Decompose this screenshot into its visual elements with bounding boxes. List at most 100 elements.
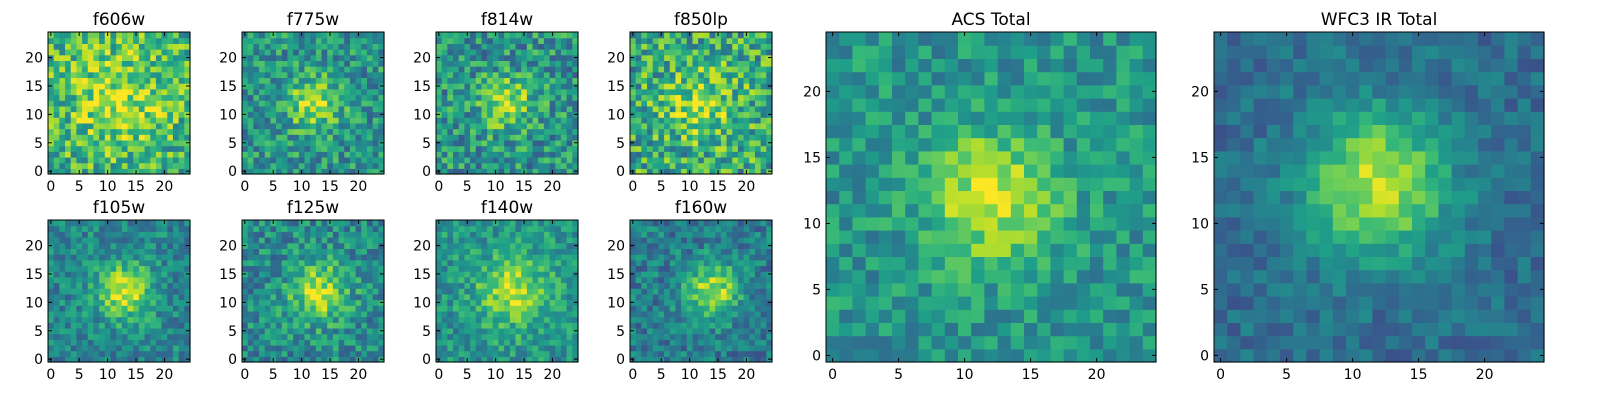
heatmap-cell (560, 254, 568, 261)
heatmap-cell (259, 288, 266, 295)
heatmap-cell (349, 100, 357, 107)
heatmap-cell (355, 37, 362, 44)
y-tick-label: 5 (422, 324, 431, 340)
heatmap-cell (515, 299, 522, 306)
heatmap-cell (65, 254, 72, 261)
heatmap-cell (281, 288, 289, 295)
heatmap-cell (259, 322, 266, 329)
heatmap-cell (715, 60, 722, 67)
heatmap-cell (76, 293, 83, 301)
heatmap-cell (543, 134, 551, 141)
heatmap-cell (144, 145, 151, 152)
heatmap-cell (560, 282, 568, 289)
heatmap-cell (264, 105, 271, 113)
heatmap-cell (338, 327, 345, 335)
heatmap-cell (144, 122, 151, 130)
heatmap-cell (543, 333, 551, 340)
heatmap-cell (287, 231, 294, 238)
heatmap-cell (65, 356, 72, 363)
heatmap-cell (436, 322, 443, 329)
heatmap-cell (161, 162, 168, 169)
heatmap-cell (76, 54, 83, 61)
heatmap-cell (737, 356, 745, 363)
heatmap-cell (366, 225, 374, 232)
heatmap-cell (521, 254, 528, 261)
heatmap-cell (184, 220, 191, 227)
heatmap-cell (378, 276, 385, 284)
heatmap-cell (681, 66, 688, 73)
heatmap-cell (116, 231, 123, 238)
heatmap-cell (133, 333, 140, 340)
heatmap-cell (344, 105, 351, 113)
heatmap-cell (538, 111, 545, 118)
heatmap-cell (144, 248, 151, 255)
heatmap-cell (276, 168, 283, 175)
heatmap-cell (492, 327, 500, 335)
heatmap-cell (664, 32, 671, 39)
heatmap-cell (481, 276, 488, 284)
heatmap-cell (48, 237, 55, 244)
heatmap-cell (664, 37, 671, 44)
heatmap-cell (635, 145, 642, 152)
heatmap-cell (59, 242, 66, 249)
heatmap-cell (155, 156, 163, 164)
heatmap-cell (560, 94, 568, 101)
heatmap-cell (65, 128, 72, 135)
heatmap-cell (355, 237, 362, 244)
heatmap-cell (247, 162, 254, 169)
heatmap-cell (327, 265, 334, 272)
heatmap-cell (65, 83, 72, 90)
heatmap-cell (498, 145, 505, 152)
heatmap-cell (441, 122, 448, 130)
heatmap-cell (458, 122, 465, 130)
heatmap-cell (110, 356, 117, 363)
heatmap-cell (178, 105, 185, 113)
heatmap-cell (675, 168, 682, 175)
heatmap-cell (470, 151, 477, 158)
heatmap-cell (99, 168, 106, 175)
heatmap-cell (754, 117, 762, 124)
heatmap-cell (521, 139, 528, 147)
heatmap-cell (681, 77, 688, 84)
heatmap-cell (681, 162, 688, 169)
heatmap-cell (70, 54, 77, 61)
heatmap-cell (766, 32, 773, 39)
heatmap-cell (281, 344, 289, 352)
heatmap-cell (441, 299, 448, 306)
heatmap-cell (715, 305, 722, 312)
heatmap-cell (253, 259, 260, 267)
heatmap-cell (321, 94, 328, 101)
heatmap-cell (104, 54, 112, 61)
heatmap-cell (310, 220, 317, 227)
heatmap-cell (532, 139, 539, 147)
heatmap-cell (658, 139, 665, 147)
heatmap-cell (515, 156, 522, 164)
heatmap-cell (259, 94, 266, 101)
heatmap-cell (155, 37, 163, 44)
heatmap-cell (737, 316, 745, 323)
heatmap-cell (766, 122, 773, 130)
heatmap-cell (481, 128, 488, 135)
heatmap-cell (715, 316, 722, 323)
heatmap-cell (453, 242, 460, 249)
heatmap-cell (184, 37, 191, 44)
heatmap-cell (675, 32, 682, 39)
heatmap-cell (259, 220, 266, 227)
heatmap-cell (726, 117, 733, 124)
heatmap-cell (293, 265, 300, 272)
heatmap-cell (481, 139, 488, 147)
heatmap-cell (652, 333, 659, 340)
heatmap-cell (464, 71, 471, 79)
heatmap-cell (555, 293, 562, 301)
heatmap-cell (138, 94, 146, 101)
heatmap-cell (287, 66, 294, 73)
heatmap-cell (749, 151, 756, 158)
heatmap-cell (276, 322, 283, 329)
heatmap-cell (247, 49, 254, 56)
heatmap-cell (332, 88, 340, 96)
heatmap-cell (270, 254, 277, 261)
heatmap-cell (321, 288, 328, 295)
heatmap-cell (355, 156, 362, 164)
heatmap-cell (566, 276, 573, 284)
heatmap-cell (76, 225, 83, 232)
